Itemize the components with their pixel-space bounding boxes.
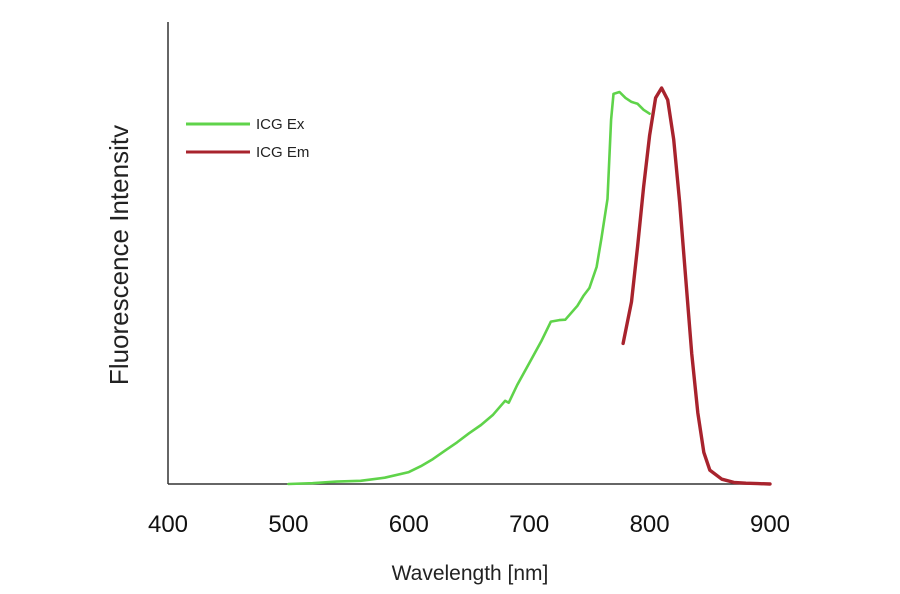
y-axis-title: Fluorescence Intensitv: [104, 125, 134, 385]
x-tick-label-800: 800: [630, 511, 670, 538]
x-tick-label-600: 600: [389, 511, 429, 538]
x-tick-label-700: 700: [509, 511, 549, 538]
legend-label-1: ICG Ex: [256, 116, 305, 133]
series-line-icg-em: [621, 86, 772, 486]
legend: ICG Ex ICG Em: [186, 116, 309, 161]
legend-label-2: ICG Em: [256, 144, 309, 161]
series-group: [287, 86, 772, 486]
x-tick-label-900: 900: [750, 511, 790, 538]
x-tick-label-500: 500: [268, 511, 308, 538]
x-tick-group: 400 500 600 700 800 900: [148, 511, 790, 538]
x-axis-title: Wavelength [nm]: [392, 562, 549, 585]
series-line-icg-ex: [287, 90, 651, 486]
x-tick-label-400: 400: [148, 511, 188, 538]
